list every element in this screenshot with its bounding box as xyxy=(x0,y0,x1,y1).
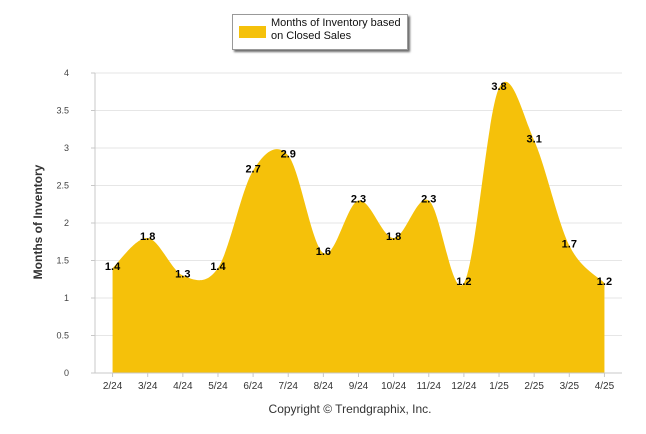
data-label: 1.2 xyxy=(456,276,471,288)
x-tick-label: 2/25 xyxy=(524,381,544,392)
x-tick-label: 11/24 xyxy=(417,381,442,392)
legend: Months of Inventory based on Closed Sale… xyxy=(232,14,408,50)
x-tick-label: 6/24 xyxy=(243,381,263,392)
x-tick-label: 4/24 xyxy=(173,381,193,392)
x-tick-label: 9/24 xyxy=(349,381,369,392)
x-tick-label: 12/24 xyxy=(451,381,476,392)
y-tick-label: 2.5 xyxy=(56,181,69,191)
series-area xyxy=(112,81,605,373)
y-tick-label: 1.5 xyxy=(56,256,69,266)
y-tick-label: 2 xyxy=(64,218,69,228)
x-tick-label: 4/25 xyxy=(595,381,615,392)
x-tick-label: 8/24 xyxy=(314,381,334,392)
y-tick-label: 0.5 xyxy=(56,331,69,341)
legend-swatch xyxy=(239,26,266,38)
copyright-footer: Copyright © Trendgraphix, Inc. xyxy=(268,402,432,416)
y-tick-label: 1 xyxy=(64,293,69,303)
y-tick-label: 3.5 xyxy=(56,106,69,116)
x-tick-label: 2/24 xyxy=(103,381,123,392)
data-label: 1.4 xyxy=(105,261,121,273)
data-label: 1.8 xyxy=(386,231,401,243)
data-label: 1.4 xyxy=(210,261,226,273)
data-label: 2.9 xyxy=(281,149,296,161)
y-tick-label: 3 xyxy=(64,143,69,153)
legend-label: Months of Inventory based on Closed Sale… xyxy=(271,17,401,42)
data-label: 2.3 xyxy=(421,194,436,206)
y-tick-label: 4 xyxy=(64,68,69,78)
x-tick-label: 10/24 xyxy=(381,381,406,392)
data-label: 2.3 xyxy=(351,194,366,206)
data-label: 3.1 xyxy=(527,134,542,146)
data-label: 1.6 xyxy=(316,246,331,258)
x-tick-label: 7/24 xyxy=(278,381,298,392)
x-tick-label: 3/24 xyxy=(138,381,158,392)
data-label: 1.7 xyxy=(562,239,577,251)
y-tick-label: 0 xyxy=(64,368,69,378)
x-tick-label: 3/25 xyxy=(560,381,580,392)
data-label: 3.8 xyxy=(491,81,506,93)
data-label: 1.3 xyxy=(175,269,190,281)
data-label: 1.2 xyxy=(597,276,612,288)
x-tick-label: 1/25 xyxy=(489,381,509,392)
data-label: 2.7 xyxy=(245,164,260,176)
x-tick-label: 5/24 xyxy=(208,381,228,392)
data-label: 1.8 xyxy=(140,231,155,243)
